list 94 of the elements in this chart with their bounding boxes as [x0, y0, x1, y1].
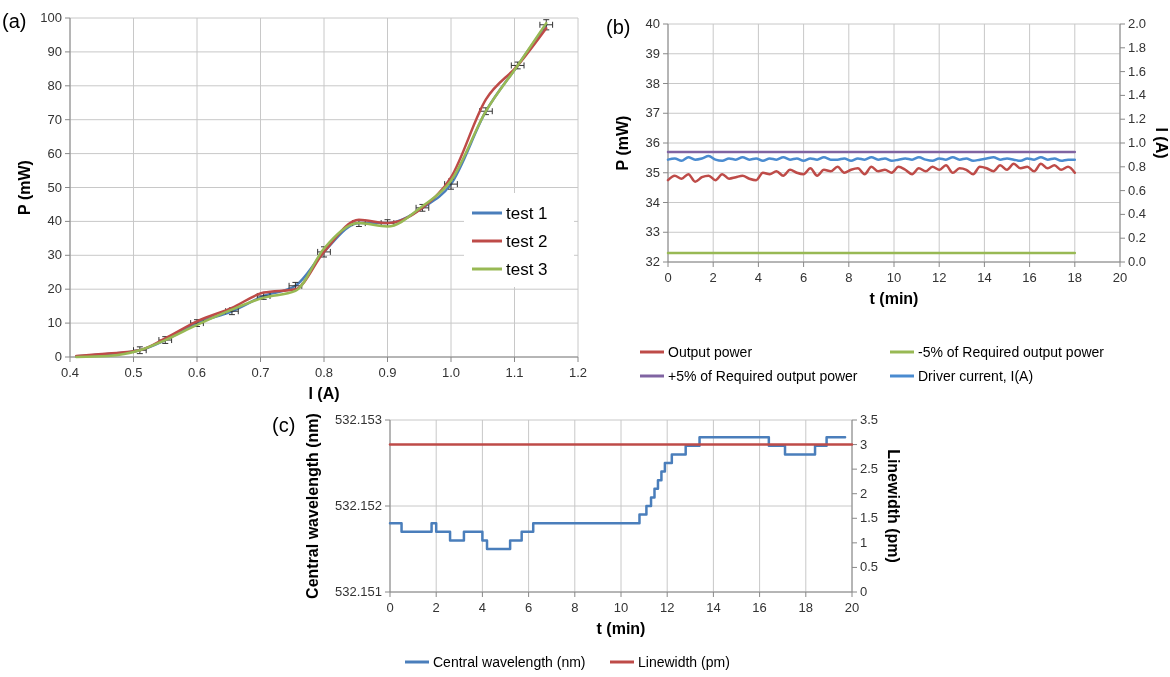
- y-tick-label: 532.153: [335, 412, 382, 427]
- x-tick-label: 0.9: [378, 365, 397, 380]
- y-tick-label: 60: [47, 145, 62, 161]
- y2-tick-label: 3: [860, 436, 868, 452]
- y2-tick-label: 3.5: [860, 412, 879, 427]
- x-axis-title: I (A): [308, 385, 340, 402]
- legend-label: test 1: [506, 204, 548, 223]
- y-tick-label: 30: [47, 247, 62, 263]
- y2-tick-label: 0.8: [1128, 158, 1147, 174]
- x-tick-label: 12: [659, 600, 675, 615]
- y2-tick-label: 1.4: [1128, 87, 1147, 103]
- y-tick-label: 40: [645, 16, 660, 31]
- x-tick-label: 4: [478, 600, 487, 615]
- y2-axis-title: I (A): [1153, 127, 1170, 159]
- y-tick-label: 33: [645, 224, 660, 240]
- x-tick-label: 18: [1067, 270, 1083, 285]
- y2-tick-label: 0.2: [1128, 230, 1147, 246]
- x-tick-label: 20: [1112, 270, 1128, 285]
- x-tick-label: 6: [799, 270, 808, 285]
- y2-tick-label: 0.6: [1128, 182, 1147, 198]
- x-tick-label: 2: [432, 600, 440, 615]
- x-tick-label: 16: [752, 600, 767, 615]
- legend-label: Driver current, I(A): [918, 368, 1034, 384]
- legend-label: test 2: [506, 232, 548, 251]
- y2-tick-label: 1.2: [1128, 111, 1147, 127]
- y-tick-label: 32: [645, 254, 660, 269]
- x-axis-title: t (min): [869, 290, 919, 307]
- y2-tick-label: 0.5: [860, 559, 879, 575]
- x-tick-label: 0.6: [187, 365, 207, 380]
- y-axis-title: P (mW): [614, 115, 631, 171]
- chart-title: (b): [606, 16, 631, 38]
- y2-tick-label: 1.5: [860, 510, 879, 526]
- y-tick-label: 40: [47, 213, 62, 229]
- line-series: [666, 162, 1077, 183]
- y2-tick-label: 2.0: [1128, 16, 1147, 31]
- legend-label: +5% of Required output power: [668, 368, 858, 384]
- y2-tick-label: 1.8: [1128, 39, 1147, 55]
- y-tick-label: 80: [47, 77, 62, 93]
- y-tick-label: 35: [645, 164, 660, 180]
- y-tick-label: 20: [47, 281, 62, 297]
- x-tick-label: 0.7: [251, 365, 270, 380]
- x-tick-label: 16: [1022, 270, 1037, 285]
- x-tick-label: 1.2: [568, 365, 588, 380]
- x-tick-label: 12: [931, 270, 947, 285]
- y-tick-label: 38: [645, 75, 660, 91]
- y-tick-label: 50: [47, 179, 62, 195]
- chart-title: (c): [272, 414, 296, 436]
- y-tick-label: 70: [47, 111, 62, 127]
- y2-tick-label: 1: [860, 534, 868, 550]
- x-tick-label: 0.8: [314, 365, 334, 380]
- y-tick-label: 10: [47, 315, 62, 331]
- x-tick-label: 4: [754, 270, 763, 285]
- y-tick-label: 39: [645, 45, 660, 61]
- x-tick-label: 6: [524, 600, 533, 615]
- y2-tick-label: 2: [860, 485, 868, 501]
- x-tick-label: 10: [886, 270, 902, 285]
- y-tick-label: 34: [645, 194, 660, 210]
- y2-tick-label: 1.0: [1128, 135, 1147, 150]
- x-tick-label: 14: [977, 270, 992, 285]
- legend-label: Linewidth (pm): [638, 654, 730, 670]
- x-tick-label: 0.4: [60, 365, 80, 380]
- y2-tick-label: 2.5: [860, 461, 879, 477]
- legend-label: Output power: [668, 344, 753, 360]
- x-tick-label: 2: [709, 270, 717, 285]
- x-tick-label: 18: [798, 600, 814, 615]
- y2-tick-label: 0.0: [1128, 254, 1147, 269]
- x-tick-label: 1.1: [505, 365, 524, 380]
- legend-label: test 3: [506, 260, 548, 279]
- y-tick-label: 100: [40, 10, 62, 25]
- y-tick-label: 36: [645, 135, 660, 150]
- y-tick-label: 90: [47, 43, 62, 59]
- y-tick-label: 0: [54, 349, 62, 364]
- y-tick-label: 532.151: [335, 584, 382, 599]
- y-tick-label: 532.152: [335, 498, 382, 513]
- x-tick-label: 14: [706, 600, 721, 615]
- x-tick-label: 0: [664, 270, 672, 285]
- x-tick-label: 20: [844, 600, 860, 615]
- y-axis-title: Central wavelength (nm): [304, 413, 321, 599]
- x-tick-label: 8: [571, 600, 579, 615]
- legend-label: -5% of Required output power: [918, 344, 1105, 360]
- x-tick-label: 1.0: [441, 365, 461, 380]
- x-tick-label: 0: [386, 600, 394, 615]
- y2-axis-title: Linewidth (pm): [885, 449, 902, 563]
- chart-title: (a): [2, 10, 27, 32]
- x-tick-label: 10: [613, 600, 629, 615]
- y-tick-label: 37: [645, 105, 660, 121]
- legend-label: Central wavelength (nm): [433, 654, 586, 670]
- y2-tick-label: 0.4: [1128, 206, 1147, 222]
- y2-tick-label: 0: [860, 584, 868, 599]
- y-axis-title: P (mW): [16, 160, 33, 215]
- y2-tick-label: 1.6: [1128, 63, 1147, 79]
- x-axis-title: t (min): [596, 620, 646, 637]
- x-tick-label: 0.5: [124, 365, 143, 380]
- x-tick-label: 8: [845, 270, 853, 285]
